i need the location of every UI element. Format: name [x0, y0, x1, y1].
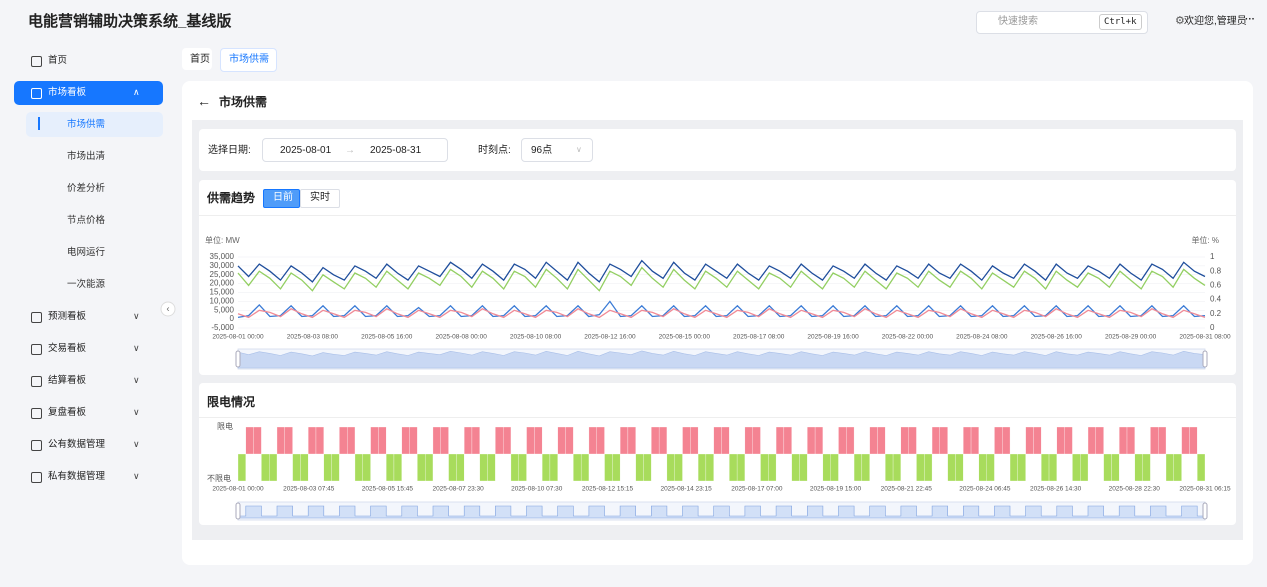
menu-item[interactable]: 复盘看板 — [48, 407, 87, 418]
trend-panel — [199, 180, 1236, 375]
app-title: 电能营销辅助决策系统_基线版 — [28, 13, 232, 30]
range-arrow: → — [345, 145, 355, 156]
select-chevron: ∨ — [576, 145, 582, 154]
submenu-active-bg[interactable] — [26, 112, 163, 137]
menu-chevron: ∨ — [133, 407, 140, 417]
divider — [199, 417, 1236, 418]
toggle-active[interactable] — [263, 189, 300, 208]
menu-chevron: ∧ — [133, 87, 140, 97]
more-button[interactable]: ··· — [1245, 14, 1255, 25]
tab-label: 市场供需 — [229, 54, 269, 65]
menu-icon — [31, 344, 42, 355]
time-label: 时刻点: — [478, 145, 511, 156]
search-box[interactable] — [976, 11, 1148, 34]
menu-item[interactable]: 首页 — [48, 55, 68, 66]
menu-icon — [31, 56, 42, 67]
menu-icon — [31, 408, 42, 419]
menu-item[interactable]: 预测看板 — [48, 311, 87, 322]
back-arrow[interactable]: ← — [197, 93, 211, 109]
welcome[interactable]: 欢迎您,管理员 — [1184, 16, 1247, 27]
time-value: 96点 — [531, 145, 553, 156]
end-date: 2025-08-31 — [370, 145, 422, 156]
menu-icon — [31, 440, 42, 451]
date-range[interactable] — [262, 138, 448, 162]
menu-icon — [31, 376, 42, 387]
menu-chevron: ∨ — [133, 311, 140, 321]
submenu-item[interactable]: 市场供需 — [67, 119, 106, 130]
submenu-item[interactable]: 市场出清 — [67, 151, 106, 162]
menu-active-bg[interactable] — [14, 81, 163, 105]
menu-chevron: ∨ — [133, 471, 140, 481]
menu-item[interactable]: 公有数据管理 — [48, 439, 106, 450]
divider — [199, 215, 1236, 216]
tab-active[interactable] — [220, 48, 277, 72]
menu-icon — [31, 312, 42, 323]
tab[interactable] — [182, 48, 212, 70]
menu-icon — [31, 472, 42, 483]
submenu-marker — [38, 117, 40, 130]
panel-title: 供需趋势 — [207, 191, 256, 205]
sidebar: 首页市场看板 ∧ 市场供需市场出清价差分析节点价格电网运行一次能源预测看板 ∨ 交易看板… — [0, 40, 175, 587]
curtail-panel — [199, 383, 1236, 525]
toggle[interactable] — [300, 189, 340, 208]
submenu-item[interactable]: 电网运行 — [67, 247, 106, 258]
tab-label: 首页 — [190, 54, 210, 65]
menu-chevron: ∨ — [133, 343, 140, 353]
page-title: 市场供需 — [219, 95, 268, 109]
menu-chevron: ∨ — [133, 439, 140, 449]
time-select[interactable] — [521, 138, 593, 162]
menu-chevron: ∨ — [133, 375, 140, 385]
search-placeholder: 快速搜索 — [998, 16, 1038, 27]
toggle-label: 实时 — [310, 192, 330, 203]
submenu-item[interactable]: 一次能源 — [67, 279, 106, 290]
menu-item[interactable]: 市场看板 — [48, 87, 87, 98]
menu-item[interactable]: 私有数据管理 — [48, 471, 106, 482]
submenu-item[interactable]: 节点价格 — [67, 215, 106, 226]
menu-icon — [31, 88, 42, 99]
menu-item[interactable]: 结算看板 — [48, 375, 87, 386]
toggle-label: 日前 — [273, 192, 293, 203]
start-date: 2025-08-01 — [280, 145, 332, 156]
submenu-item[interactable]: 价差分析 — [67, 183, 106, 194]
panel-title: 限电情况 — [207, 395, 256, 409]
shortcut: Ctrl+k — [1099, 14, 1142, 30]
menu-item[interactable]: 交易看板 — [48, 343, 87, 354]
date-label: 选择日期: — [208, 145, 251, 156]
